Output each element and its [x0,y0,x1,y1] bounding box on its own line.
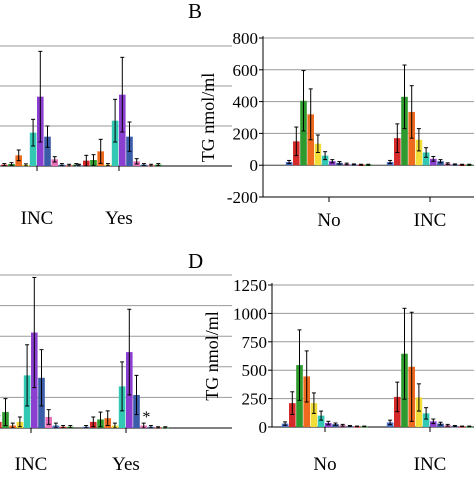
y-tick-label: 750 [242,333,268,352]
category-label: INC [21,208,54,229]
y-tick-label: 250 [242,390,268,409]
bar [0,422,2,428]
y-tick-label: 0 [250,156,259,175]
category-label: Yes [105,208,133,229]
panel-c: INC * Yes [0,275,232,474]
category-label: No [313,454,336,474]
y-tick-label: 800 [233,29,259,48]
y-tick-label: 500 [242,361,268,380]
y-tick-label: 400 [233,93,259,112]
panel-b: -200 0 200 400 600 800 TG nmol/ml B No INC [188,0,474,231]
panel-d: 0 250 500 750 1000 1250 TG nmol/ml D No INC [188,249,474,474]
category-label: No [317,210,340,231]
category-label: INC [414,210,447,231]
y-tick-label: 200 [233,124,259,143]
y-axis-label: TG nmol/ml [198,73,218,163]
category-label: INC [414,454,447,474]
category-label: INC [15,454,48,474]
y-axis-label: TG nmol/ml [202,311,222,401]
y-tick-label: 1250 [233,276,267,295]
y-tick-label: -200 [227,188,258,207]
category-label: Yes [112,454,140,474]
panel-letter: B [188,0,202,23]
y-tick-label: 0 [259,418,268,437]
significance-star: * [142,409,150,426]
panel-letter: D [188,249,203,273]
y-tick-label: 600 [233,61,259,80]
y-tick-label: 1000 [233,304,267,323]
